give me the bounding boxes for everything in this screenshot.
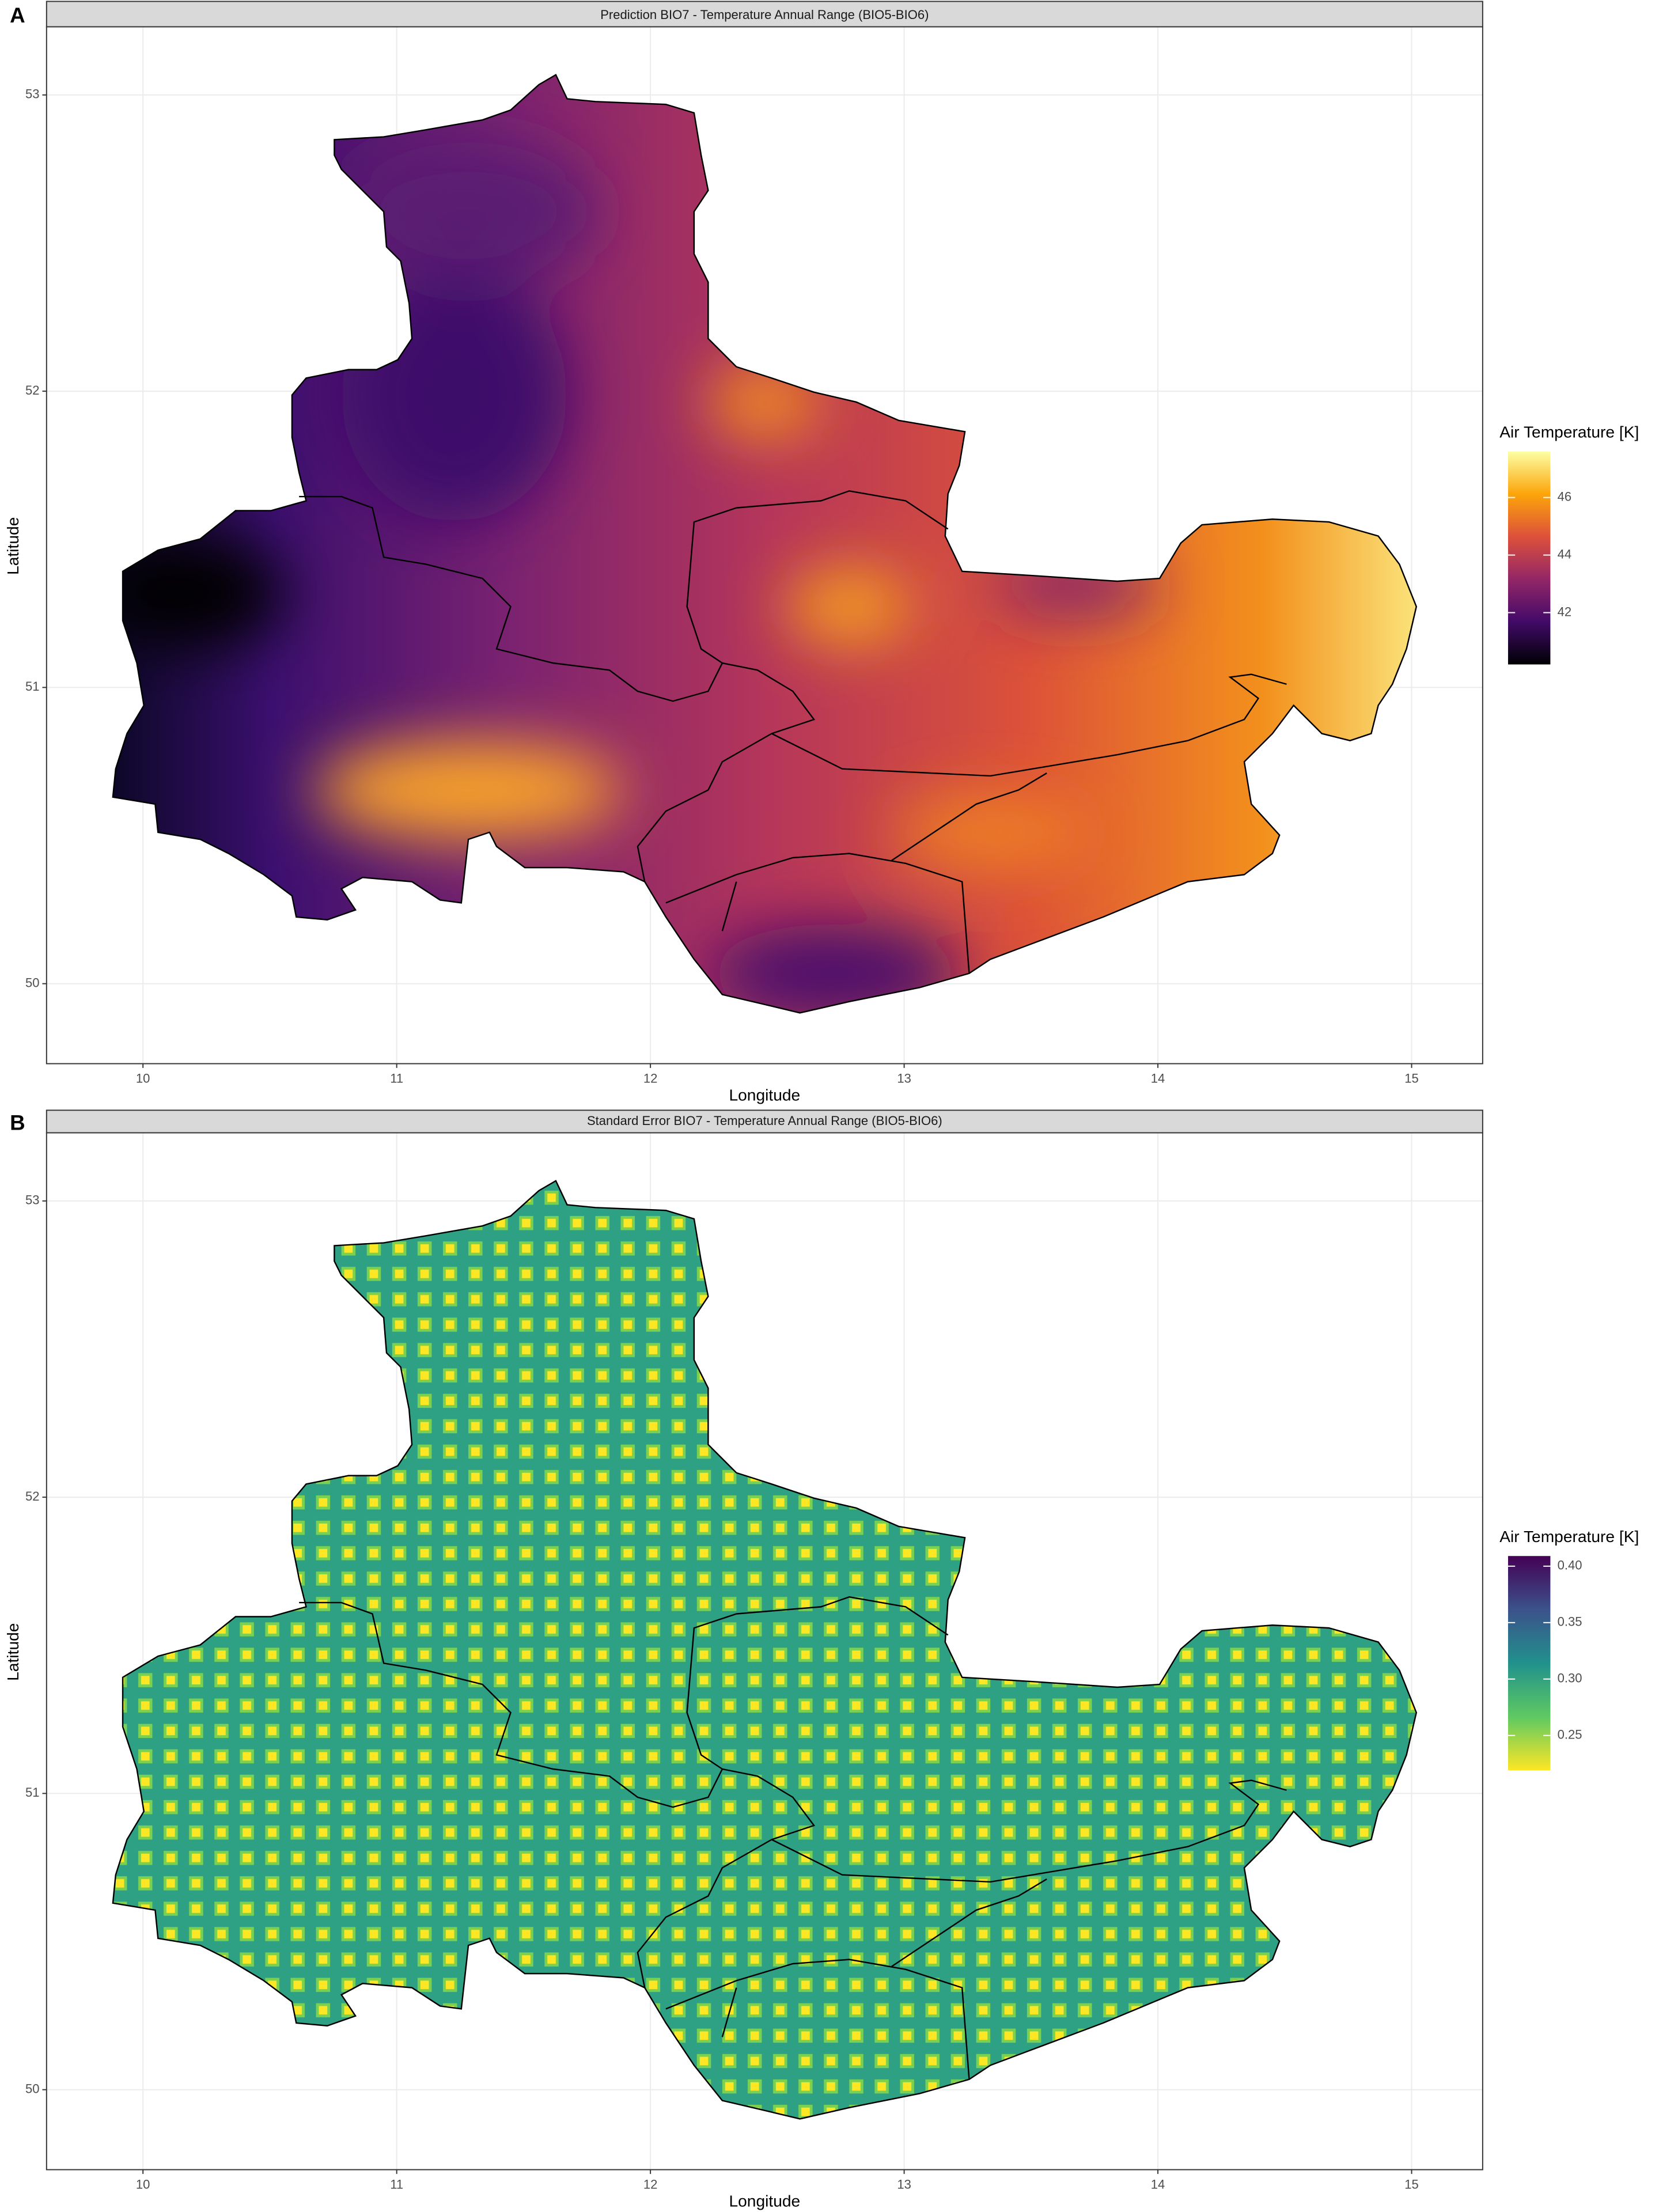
- x-tick-label: 13: [897, 2177, 911, 2191]
- legend-title: Air Temperature [K]: [1499, 423, 1639, 441]
- y-tick-label: 51: [25, 1785, 40, 1800]
- x-axis-label: Longitude: [729, 1086, 800, 1104]
- x-tick-label: 15: [1404, 2177, 1419, 2191]
- legend-title: Air Temperature [K]: [1499, 1528, 1639, 1546]
- x-tick-label: 12: [643, 1071, 658, 1085]
- strip: [46, 1109, 1483, 1134]
- y-tick-label: 53: [25, 87, 40, 101]
- colorbar: [1508, 451, 1551, 665]
- plot-border: [46, 26, 1483, 1065]
- colorbar-tick-label: 0.35: [1558, 1615, 1582, 1629]
- colorbar-tick-label: 46: [1558, 489, 1572, 503]
- colorbar-tick-label: 0.40: [1558, 1558, 1582, 1573]
- colorbar-tick-label: 0.25: [1558, 1728, 1582, 1742]
- colorbar: [1508, 1556, 1551, 1771]
- y-tick-label: 52: [25, 1489, 40, 1503]
- x-tick-label: 13: [897, 1071, 911, 1085]
- x-tick-label: 11: [390, 2177, 403, 2191]
- colorbar-tick-label: 44: [1558, 547, 1572, 561]
- y-axis-label: Latitude: [4, 517, 22, 575]
- panel-label: B: [10, 1111, 25, 1135]
- x-tick-label: 11: [390, 1071, 403, 1085]
- x-tick-label: 14: [1151, 1071, 1165, 1085]
- strip: [46, 1, 1483, 28]
- panel-title: Prediction BIO7 - Temperature Annual Ran…: [600, 7, 929, 22]
- x-tick-label: 10: [136, 1071, 150, 1085]
- y-tick-label: 53: [25, 1193, 40, 1207]
- panel-title: Standard Error BIO7 - Temperature Annual…: [587, 1113, 942, 1128]
- x-tick-label: 10: [136, 2177, 150, 2191]
- panel-label: A: [10, 3, 25, 27]
- y-tick-label: 50: [25, 976, 40, 990]
- colorbar-tick-label: 42: [1558, 604, 1572, 619]
- x-tick-label: 15: [1404, 1071, 1419, 1085]
- x-tick-label: 12: [643, 2177, 658, 2191]
- x-tick-label: 14: [1151, 2177, 1165, 2191]
- x-axis-label: Longitude: [729, 2192, 800, 2210]
- y-axis-label: Latitude: [4, 1623, 22, 1681]
- panel-a: Prediction BIO7 - Temperature Annual Ran…: [4, 1, 1639, 1104]
- y-tick-label: 52: [25, 383, 40, 397]
- panel-b: Standard Error BIO7 - Temperature Annual…: [4, 1109, 1639, 2210]
- colorbar-tick-label: 0.30: [1558, 1671, 1582, 1685]
- y-tick-label: 50: [25, 2082, 40, 2096]
- y-tick-label: 51: [25, 679, 40, 694]
- plot-border: [46, 1132, 1483, 2171]
